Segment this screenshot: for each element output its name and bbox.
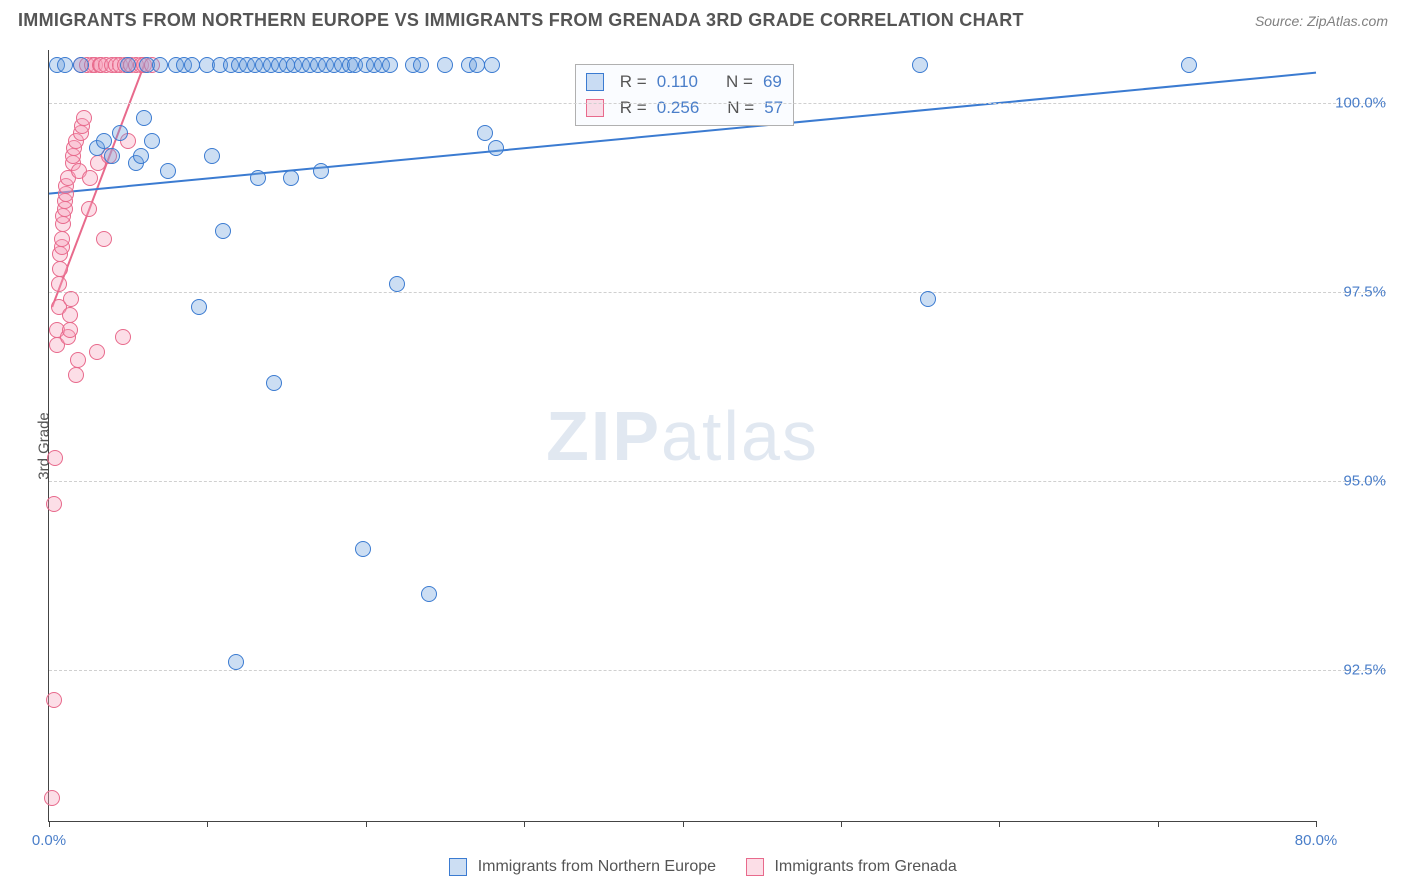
series-a-swatch	[586, 73, 604, 91]
series-a-point	[488, 140, 504, 156]
series-a-point	[144, 133, 160, 149]
series-b-point	[47, 450, 63, 466]
series-a-point	[152, 57, 168, 73]
trend-lines	[49, 50, 1316, 821]
series-a-point	[73, 57, 89, 73]
series-b-point	[89, 344, 105, 360]
series-a-point	[355, 541, 371, 557]
series-a-point	[920, 291, 936, 307]
series-a-point	[250, 170, 266, 186]
x-tick	[49, 821, 50, 827]
y-tick-label: 95.0%	[1326, 472, 1386, 489]
r-value-a: 0.110	[657, 72, 698, 92]
x-tick-label: 80.0%	[1295, 832, 1338, 849]
y-tick-label: 97.5%	[1326, 283, 1386, 300]
watermark: ZIPatlas	[546, 396, 819, 476]
r-label-a: R =	[620, 72, 647, 92]
x-tick	[366, 821, 367, 827]
series-b-point	[46, 692, 62, 708]
series-a-point	[912, 57, 928, 73]
gridline-h	[49, 292, 1386, 293]
x-tick	[841, 821, 842, 827]
series-a-point	[160, 163, 176, 179]
series-a-point	[136, 110, 152, 126]
gridline-h	[49, 481, 1386, 482]
n-value-a: 69	[763, 72, 782, 92]
series-a-point	[104, 148, 120, 164]
series-b-point	[54, 231, 70, 247]
series-a-point	[112, 125, 128, 141]
series-a-point	[283, 170, 299, 186]
r-label-b: R =	[620, 98, 647, 118]
series-a-swatch-icon	[449, 858, 467, 876]
series-a-point	[266, 375, 282, 391]
chart-title: IMMIGRANTS FROM NORTHERN EUROPE VS IMMIG…	[18, 10, 1024, 31]
series-b-point	[51, 276, 67, 292]
series-b-point	[76, 110, 92, 126]
n-label-a: N =	[726, 72, 753, 92]
r-value-b: 0.256	[657, 98, 700, 118]
series-a-point	[228, 654, 244, 670]
x-tick	[683, 821, 684, 827]
series-a-name: Immigrants from Northern Europe	[478, 858, 716, 875]
series-b-point	[115, 329, 131, 345]
series-a-point	[421, 586, 437, 602]
x-tick	[1316, 821, 1317, 827]
gridline-h	[49, 103, 1386, 104]
series-a-point	[437, 57, 453, 73]
x-tick	[999, 821, 1000, 827]
series-a-point	[133, 148, 149, 164]
series-a-point	[57, 57, 73, 73]
series-b-point	[96, 231, 112, 247]
bottom-legend: Immigrants from Northern Europe Immigran…	[0, 858, 1406, 876]
series-b-point	[70, 352, 86, 368]
series-b-point	[62, 307, 78, 323]
series-b-point	[44, 790, 60, 806]
gridline-h	[49, 670, 1386, 671]
scatter-chart: ZIPatlas R = 0.110 N = 69 R = 0.256 N = …	[48, 50, 1316, 822]
series-a-point	[484, 57, 500, 73]
series-a-point	[413, 57, 429, 73]
source-label: Source: ZipAtlas.com	[1255, 13, 1388, 29]
series-a-point	[389, 276, 405, 292]
header: IMMIGRANTS FROM NORTHERN EUROPE VS IMMIG…	[18, 10, 1388, 31]
x-tick	[207, 821, 208, 827]
legend-item-a: Immigrants from Northern Europe	[449, 858, 716, 876]
series-a-point	[120, 57, 136, 73]
series-b-name: Immigrants from Grenada	[774, 858, 956, 875]
y-tick-label: 92.5%	[1326, 661, 1386, 678]
series-a-point	[191, 299, 207, 315]
n-value-b: 57	[764, 98, 783, 118]
series-b-swatch-icon	[746, 858, 764, 876]
legend-item-b: Immigrants from Grenada	[746, 858, 957, 876]
series-b-point	[68, 367, 84, 383]
n-label-b: N =	[727, 98, 754, 118]
x-tick-label: 0.0%	[32, 832, 66, 849]
series-b-point	[52, 261, 68, 277]
series-a-point	[477, 125, 493, 141]
series-a-point	[1181, 57, 1197, 73]
series-b-swatch	[586, 99, 604, 117]
series-b-point	[82, 170, 98, 186]
x-tick	[524, 821, 525, 827]
correlation-legend-box: R = 0.110 N = 69 R = 0.256 N = 57	[575, 64, 794, 126]
series-a-point	[382, 57, 398, 73]
series-b-point	[46, 496, 62, 512]
series-b-point	[62, 322, 78, 338]
y-tick-label: 100.0%	[1326, 94, 1386, 111]
series-b-point	[63, 291, 79, 307]
series-a-point	[204, 148, 220, 164]
series-a-point	[469, 57, 485, 73]
x-tick	[1158, 821, 1159, 827]
series-a-point	[96, 133, 112, 149]
series-a-point	[313, 163, 329, 179]
series-b-point	[81, 201, 97, 217]
series-a-point	[215, 223, 231, 239]
series-a-point	[184, 57, 200, 73]
